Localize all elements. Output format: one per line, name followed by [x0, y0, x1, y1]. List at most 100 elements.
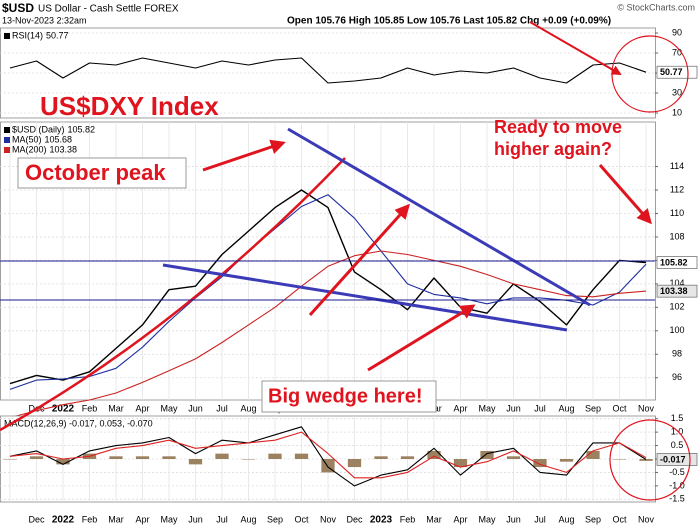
x-tick-label: Jun [188, 514, 203, 524]
histogram-bar [374, 456, 388, 459]
y-tick-label: 102 [669, 302, 684, 312]
y-tick-label: 108 [669, 231, 684, 241]
x-tick-label: Feb [82, 403, 98, 413]
legend-name: $USD (Daily) [12, 124, 65, 134]
series-line [9, 194, 647, 390]
x-tick-label: Nov [638, 403, 655, 413]
histogram-bar [586, 450, 600, 459]
x-tick-label: Jul [534, 514, 546, 524]
x-tick-label: Oct [612, 403, 627, 413]
x-tick-label: 2022 [52, 515, 75, 526]
x-tick-label: Apr [135, 514, 149, 524]
x-tick-label: Apr [135, 403, 149, 413]
y-tick-label: 0.5 [671, 440, 684, 450]
ready-label: higher again? [494, 139, 612, 159]
ready-label: Ready to move [494, 117, 622, 137]
panel-title: MACD(12,26,9) -0.017, 0.053, -0.070 [4, 418, 153, 428]
histogram-bar [3, 459, 17, 460]
end-label-box [656, 256, 698, 269]
histogram-bar [427, 450, 441, 459]
y-tick-label: 98 [672, 349, 682, 359]
histogram-bar [612, 459, 627, 460]
x-tick-label: Mar [108, 403, 124, 413]
y-tick-label: 1.0 [671, 427, 684, 437]
x-tick-label: Aug [240, 403, 256, 413]
series-line [9, 189, 647, 385]
end-label: 50.77 [660, 67, 683, 77]
x-tick-label: Dec [28, 514, 45, 524]
x-tick-label: Aug [558, 403, 574, 413]
histogram-bar [56, 459, 70, 465]
end-label-box [656, 65, 698, 79]
x-tick-label: May [160, 514, 178, 524]
histogram-bar [559, 459, 574, 462]
series-line [9, 250, 647, 419]
x-tick-label: Oct [294, 514, 309, 524]
histogram-bar [480, 450, 494, 459]
label-box [261, 380, 437, 413]
x-tick-label: May [160, 403, 178, 413]
histogram-bar [215, 453, 229, 459]
x-tick-label: Feb [82, 514, 98, 524]
y-tick-label: -0.5 [669, 467, 685, 477]
y-tick-label: 96 [672, 372, 682, 382]
highlight-circle [609, 419, 691, 501]
arrow [598, 164, 652, 225]
end-label: 103.38 [660, 286, 688, 296]
arrow [202, 139, 286, 172]
x-tick-label: 2022 [52, 404, 75, 415]
wedge-line [162, 263, 568, 332]
x-tick-label: May [478, 403, 496, 413]
series-line [9, 426, 647, 487]
legend-swatch [4, 127, 10, 133]
x-tick-label: Mar [108, 514, 124, 524]
legend-value: 105.68 [45, 134, 73, 144]
y-tick-label: 10 [672, 107, 682, 117]
index-label: US$DXY Index [40, 91, 219, 121]
histogram-bar [347, 459, 362, 468]
end-label-box [656, 453, 698, 466]
x-tick-label: Apr [453, 403, 467, 413]
x-tick-label: Jun [506, 514, 521, 524]
legend-name: RSI(14) [12, 30, 43, 40]
y-tick-label: 90 [672, 27, 682, 37]
highlight-circle [611, 35, 689, 113]
annotations: US$DXY Index October peak Ready to move … [0, 21, 691, 501]
arrow [308, 203, 411, 317]
end-label: 105.82 [660, 257, 688, 267]
legend-swatch [4, 33, 10, 39]
histogram-bar [506, 456, 521, 459]
histogram-bar [188, 459, 203, 465]
symbol: $USD [2, 1, 34, 15]
y-tick-label: 100 [669, 325, 684, 335]
y-tick-label: 104 [669, 278, 684, 288]
x-tick-label: Nov [638, 514, 655, 524]
x-tick-label: Feb [400, 514, 416, 524]
x-tick-label: Oct [612, 514, 627, 524]
x-tick-label: Aug [558, 514, 574, 524]
histogram-bar [241, 459, 256, 460]
histogram-bar [29, 456, 44, 459]
description: US Dollar - Cash Settle FOREX [38, 4, 179, 15]
series-line [9, 431, 647, 479]
y-tick-label: 30 [672, 87, 682, 97]
arrow [367, 304, 476, 372]
legend-name: MA(50) [12, 134, 42, 144]
legend-name: MA(200) [12, 144, 47, 154]
arrow [529, 21, 622, 76]
label-box [17, 157, 187, 189]
histogram-bar [109, 456, 123, 459]
y-tick-label: 70 [672, 47, 682, 57]
x-tick-label: Sep [585, 514, 601, 524]
y-tick-label: -1.5 [669, 494, 685, 504]
histogram-bar [453, 459, 468, 468]
date: 13-Nov-2023 2:32am [2, 15, 87, 25]
x-tick-label: Jul [216, 403, 228, 413]
x-tick-label: 2023 [370, 515, 393, 526]
y-tick-label: 1.5 [671, 413, 684, 423]
legend-swatch [4, 147, 10, 153]
wedge-line [287, 127, 591, 307]
histogram-bar [639, 459, 653, 461]
x-tick-label: Mar [426, 514, 442, 524]
